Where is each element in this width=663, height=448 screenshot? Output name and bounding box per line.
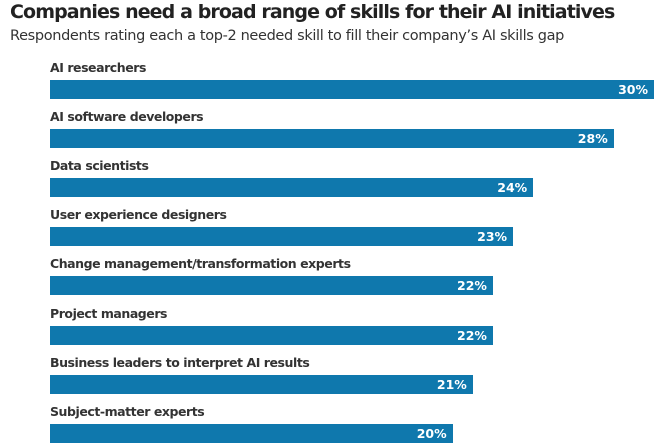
bar-value-label: 23% — [477, 229, 508, 245]
category-label: Change management/transformation experts — [50, 256, 351, 272]
bar — [50, 178, 534, 198]
category-label: Project managers — [50, 305, 168, 321]
category-label: Subject-matter experts — [50, 403, 205, 419]
bar — [50, 276, 493, 296]
category-label: AI software developers — [50, 109, 204, 125]
bar — [50, 129, 614, 149]
category-label: AI researchers — [50, 60, 146, 75]
bar-value-label: 24% — [497, 180, 528, 196]
bar — [50, 227, 514, 247]
category-label: User experience designers — [50, 207, 227, 223]
bar-value-label: 30% — [618, 82, 648, 97]
bar-value-label: 20% — [416, 425, 447, 441]
bar-value-label: 22% — [457, 278, 487, 294]
category-label: Data scientists — [50, 158, 149, 174]
bar-value-label: 28% — [577, 131, 608, 147]
bar — [50, 423, 453, 443]
bar — [50, 374, 473, 394]
bar-value-label: 21% — [436, 376, 467, 392]
bar-value-label: 22% — [457, 327, 487, 343]
category-label: Business leaders to interpret AI results — [50, 354, 310, 370]
bar — [50, 80, 654, 99]
bar — [50, 325, 493, 345]
chart-subtitle: Respondents rating each a top-2 needed s… — [10, 28, 564, 44]
chart-title: Companies need a broad range of skills f… — [10, 1, 615, 23]
